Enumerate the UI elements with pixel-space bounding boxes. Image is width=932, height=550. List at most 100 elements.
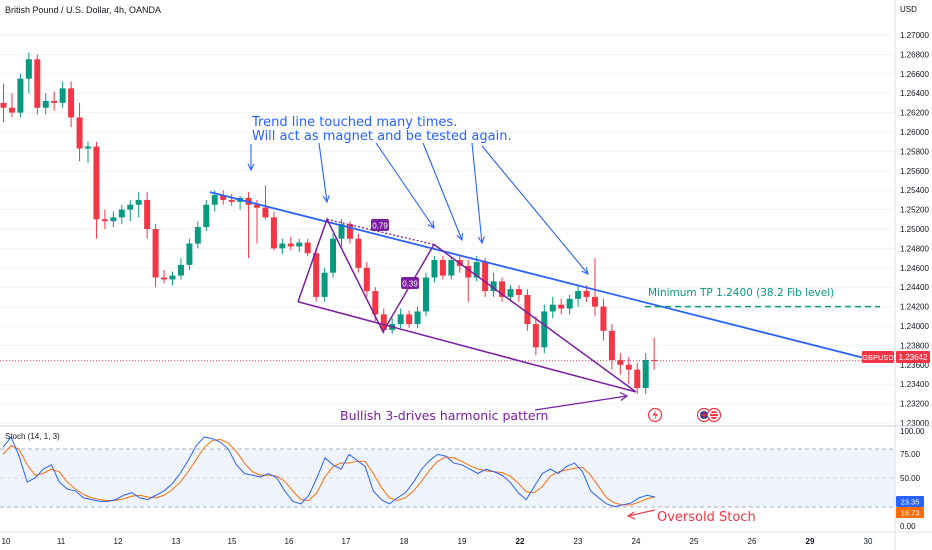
trend-line[interactable]: [209, 191, 873, 361]
candle-body: [499, 281, 506, 297]
candle: [279, 238, 286, 255]
candle-body: [406, 314, 413, 325]
trend-annotation-line-1: Trend line touched many times.: [251, 115, 457, 130]
candle: [169, 271, 176, 286]
candle-body: [346, 224, 353, 239]
stoch-axis-ticks: 100.00 75.00 50.00 0.00: [900, 427, 925, 531]
price-tick-label: 1.26200: [900, 109, 929, 118]
arrow-line: [375, 142, 435, 229]
candle-body: [482, 261, 489, 292]
candle: [566, 294, 573, 315]
candle-body: [85, 146, 91, 149]
candle: [617, 353, 624, 375]
current-price-value: 1.23642: [899, 353, 928, 362]
stoch-tick-label: 0.00: [900, 522, 916, 531]
candle-body: [372, 291, 379, 315]
lightning-icon[interactable]: [647, 407, 663, 423]
candle: [177, 258, 184, 280]
candle-body: [515, 289, 522, 295]
candle: [194, 221, 201, 249]
candle: [76, 102, 83, 162]
candle: [144, 192, 151, 239]
oversold-arrow-head: [626, 511, 636, 520]
candle-body: [270, 217, 277, 249]
candle: [363, 261, 370, 297]
price-tick-label: 1.26600: [900, 70, 929, 79]
price-tick-label: 1.25000: [900, 225, 929, 234]
candle: [17, 73, 24, 118]
candle-body: [625, 364, 632, 370]
harmonic-arrow-head: [619, 391, 629, 401]
candle: [228, 194, 235, 206]
candle: [287, 236, 294, 251]
price-tick-label: 1.26800: [900, 50, 929, 59]
candle-body: [566, 298, 573, 309]
candle: [600, 298, 607, 341]
current-price-tag: 1.23642: [896, 351, 930, 363]
oversold-stoch-label: Oversold Stoch: [657, 510, 756, 525]
currency-label: USD: [900, 5, 917, 14]
time-tick-label: 15: [228, 537, 237, 546]
candle: [59, 81, 66, 108]
stoch-k-value: 23.35: [901, 498, 920, 507]
candle: [135, 192, 142, 218]
candle: [482, 258, 489, 297]
arrow-head: [322, 195, 330, 204]
candle-body: [363, 267, 370, 292]
candle-body: [254, 204, 260, 208]
candle-body: [51, 100, 58, 103]
candle: [423, 272, 429, 317]
price-tick-label: 1.24400: [900, 283, 929, 292]
candle-body: [177, 264, 184, 276]
candle-body: [423, 277, 429, 312]
candle: [499, 277, 506, 302]
flag-uk-icon[interactable]: [696, 407, 712, 423]
candle-body: [507, 289, 514, 297]
candle-body: [161, 277, 168, 280]
arrow-head: [477, 236, 485, 245]
stoch-k-line: [2, 435, 656, 508]
candle-body: [0, 102, 7, 108]
arrow-line: [481, 145, 589, 275]
candle: [490, 272, 497, 297]
oversold-arrow: [626, 509, 656, 520]
candle-body: [541, 311, 548, 348]
candle-body: [642, 359, 649, 389]
candle: [524, 289, 531, 331]
candle: [313, 248, 320, 302]
annotation-arrows: [247, 142, 589, 275]
candle-body: [600, 306, 607, 331]
three-drives-pattern[interactable]: [297, 217, 637, 393]
flag-us-icon[interactable]: [706, 407, 722, 423]
arrow-head: [581, 267, 589, 275]
candle: [254, 199, 260, 244]
candle-body: [220, 195, 227, 200]
candle: [101, 209, 108, 229]
candle: [575, 285, 582, 307]
candle: [186, 238, 193, 270]
candle-body: [608, 330, 615, 360]
price-tick-label: 1.25200: [900, 206, 929, 215]
price-tick-label: 1.24800: [900, 244, 929, 253]
candle-body: [144, 199, 151, 229]
time-tick-label: 19: [458, 537, 467, 546]
candle: [549, 296, 556, 319]
candle-body: [651, 359, 658, 361]
candle: [558, 298, 565, 315]
candle-body: [135, 199, 142, 205]
candle-body: [617, 359, 624, 365]
fib-badge-079[interactable]: 0.79: [371, 219, 389, 231]
arrow-head: [456, 232, 464, 242]
fib-badge-039[interactable]: 0.39: [401, 277, 419, 289]
candle-body: [380, 314, 387, 330]
candle: [397, 308, 404, 328]
candle-body: [490, 281, 497, 292]
candle: [431, 256, 438, 283]
time-tick-label: 11: [57, 537, 66, 546]
stoch-d-tag: 18.73: [896, 507, 924, 518]
candle: [507, 285, 514, 302]
price-tick-label: 1.26000: [900, 128, 929, 137]
pattern-lower-line[interactable]: [297, 301, 637, 393]
candle-body: [186, 243, 193, 265]
